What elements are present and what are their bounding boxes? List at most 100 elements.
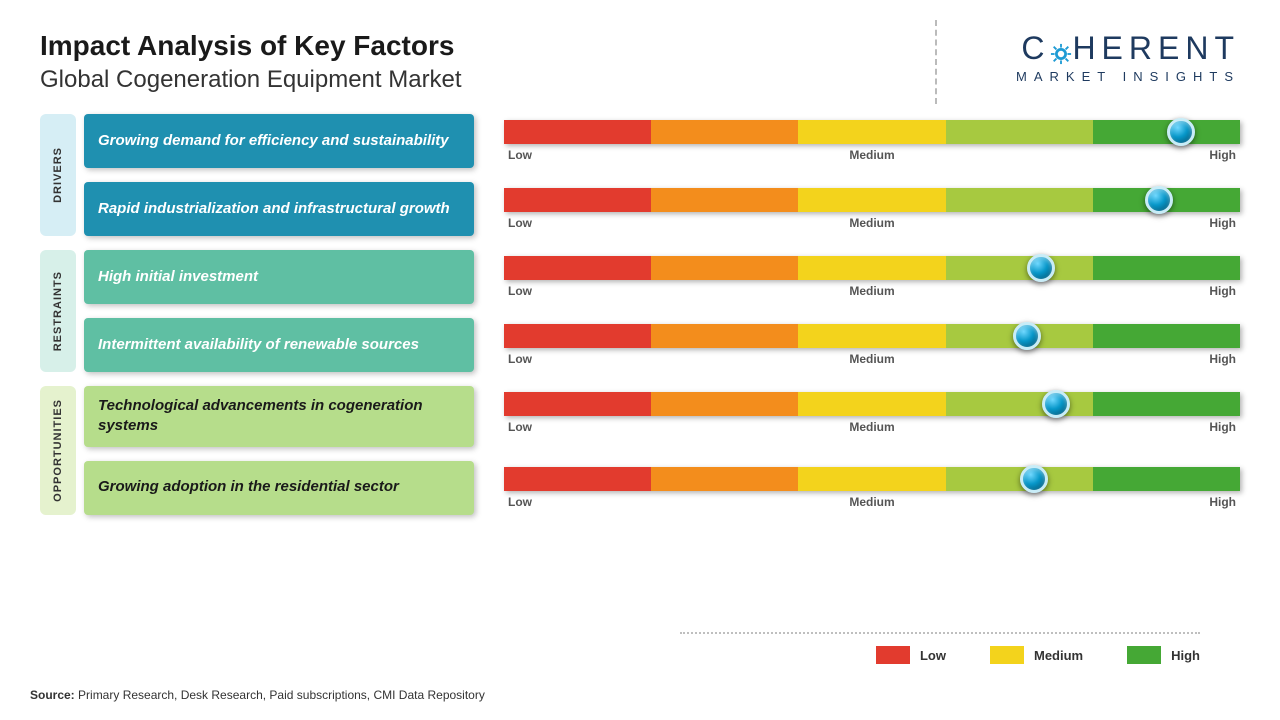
scale-labels: LowMediumHigh — [504, 495, 1240, 509]
factors-column: Technological advancements in cogenerati… — [84, 386, 1240, 515]
factor-text: Growing demand for efficiency and sustai… — [84, 114, 474, 168]
logo-divider — [935, 20, 937, 104]
legend-label: Medium — [1034, 648, 1083, 663]
scale-segment — [798, 188, 945, 212]
section-tab: DRIVERS — [40, 114, 76, 236]
scale-segment — [651, 120, 798, 144]
source-citation: Source: Primary Research, Desk Research,… — [30, 688, 485, 702]
factor-section: OPPORTUNITIES Technological advancements … — [40, 386, 1240, 515]
section-label: RESTRAINTS — [52, 271, 64, 351]
logo-sub-text: MARKET INSIGHTS — [950, 69, 1240, 84]
scale-labels: LowMediumHigh — [504, 352, 1240, 366]
legend-swatch — [1127, 646, 1161, 664]
scale-column: Low Medium High — [504, 386, 1240, 434]
legend-swatch — [876, 646, 910, 664]
impact-marker-icon — [1027, 254, 1055, 282]
page-title: Impact Analysis of Key Factors — [40, 30, 950, 62]
legend-item: Low — [876, 646, 946, 664]
logo-main-text: CHERENT — [950, 30, 1240, 67]
impact-scale-bar — [504, 188, 1240, 212]
content-area: DRIVERS Growing demand for efficiency and… — [0, 104, 1280, 515]
scale-labels: Low Medium High — [504, 420, 1240, 434]
scale-labels: Low Medium High — [504, 284, 1240, 298]
gear-icon — [1050, 36, 1072, 58]
factor-section: RESTRAINTSHigh initial investmentLowMedi… — [40, 250, 1240, 372]
section-label: OPPORTUNITIES — [52, 399, 64, 502]
source-label: Source: — [30, 688, 75, 702]
scale-mid-label: Medium — [849, 284, 894, 298]
scale-high-label: High — [1209, 495, 1236, 509]
impact-scale-bar — [504, 256, 1240, 280]
scale-high-label: High — [1209, 352, 1236, 366]
scale-segment — [1093, 467, 1240, 491]
impact-scale-bar — [504, 392, 1240, 416]
factor-text: Intermittent availability of renewable s… — [84, 318, 474, 372]
scale-column: Low Medium High — [504, 250, 1240, 298]
scale-high-label: High — [1209, 420, 1236, 434]
page-subtitle: Global Cogeneration Equipment Market — [40, 66, 950, 94]
impact-scale-bar — [504, 120, 1240, 144]
scale-segment — [651, 467, 798, 491]
scale-labels: LowMediumHigh — [504, 148, 1240, 162]
scale-labels: LowMediumHigh — [504, 216, 1240, 230]
scale-mid-label: Medium — [849, 148, 894, 162]
scale-high-label: High — [1209, 148, 1236, 162]
factor-row: Rapid industrialization and infrastructu… — [84, 182, 1240, 236]
brand-logo: CHERENT MARKET INSIGHTS — [950, 30, 1240, 84]
factors-column: High initial investmentLowMediumHighInte… — [84, 250, 1240, 372]
factor-row: High initial investmentLowMediumHigh — [84, 250, 1240, 304]
scale-segment — [504, 324, 651, 348]
scale-segment — [946, 120, 1093, 144]
impact-marker-icon — [1145, 186, 1173, 214]
scale-segment — [946, 392, 1093, 416]
section-tab: RESTRAINTS — [40, 250, 76, 372]
legend-label: Low — [920, 648, 946, 663]
scale-segment — [798, 392, 945, 416]
scale-low-label: Low — [508, 352, 532, 366]
scale-segment — [798, 256, 945, 280]
scale-segment — [504, 256, 651, 280]
scale-segment — [504, 467, 651, 491]
scale-segment — [651, 324, 798, 348]
factor-row: Technological advancements in cogenerati… — [84, 386, 1240, 447]
impact-marker-icon — [1020, 465, 1048, 493]
factor-section: DRIVERS Growing demand for efficiency and… — [40, 114, 1240, 236]
factor-row: Intermittent availability of renewable s… — [84, 318, 1240, 372]
scale-low-label: Low — [508, 420, 532, 434]
factors-column: Growing demand for efficiency and sustai… — [84, 114, 1240, 236]
scale-column: LowMediumHigh — [504, 182, 1240, 230]
legend-item: High — [1127, 646, 1200, 664]
scale-segment — [1093, 256, 1240, 280]
scale-segment — [1093, 324, 1240, 348]
scale-segment — [946, 188, 1093, 212]
scale-column: LowMediumHigh — [504, 318, 1240, 366]
factor-row: Growing demand for efficiency and sustai… — [84, 114, 1240, 168]
impact-marker-icon — [1013, 322, 1041, 350]
impact-marker-icon — [1167, 118, 1195, 146]
scale-low-label: Low — [508, 284, 532, 298]
scale-segment — [946, 256, 1093, 280]
scale-low-label: Low — [508, 216, 532, 230]
scale-segment — [798, 324, 945, 348]
scale-segment — [504, 392, 651, 416]
impact-marker-icon — [1042, 390, 1070, 418]
factor-text: Growing adoption in the residential sect… — [84, 461, 474, 515]
scale-mid-label: Medium — [849, 420, 894, 434]
scale-segment — [504, 120, 651, 144]
scale-high-label: High — [1209, 284, 1236, 298]
legend: Low Medium High — [680, 632, 1200, 664]
impact-scale-bar — [504, 324, 1240, 348]
legend-swatch — [990, 646, 1024, 664]
scale-mid-label: Medium — [849, 495, 894, 509]
scale-segment — [1093, 392, 1240, 416]
scale-high-label: High — [1209, 216, 1236, 230]
scale-segment — [798, 467, 945, 491]
factor-text: Technological advancements in cogenerati… — [84, 386, 474, 447]
scale-segment — [651, 256, 798, 280]
section-label: DRIVERS — [52, 147, 64, 203]
scale-segment — [798, 120, 945, 144]
scale-segment — [651, 392, 798, 416]
factor-row: Growing adoption in the residential sect… — [84, 461, 1240, 515]
header: Impact Analysis of Key Factors Global Co… — [0, 0, 1280, 104]
scale-segment — [504, 188, 651, 212]
